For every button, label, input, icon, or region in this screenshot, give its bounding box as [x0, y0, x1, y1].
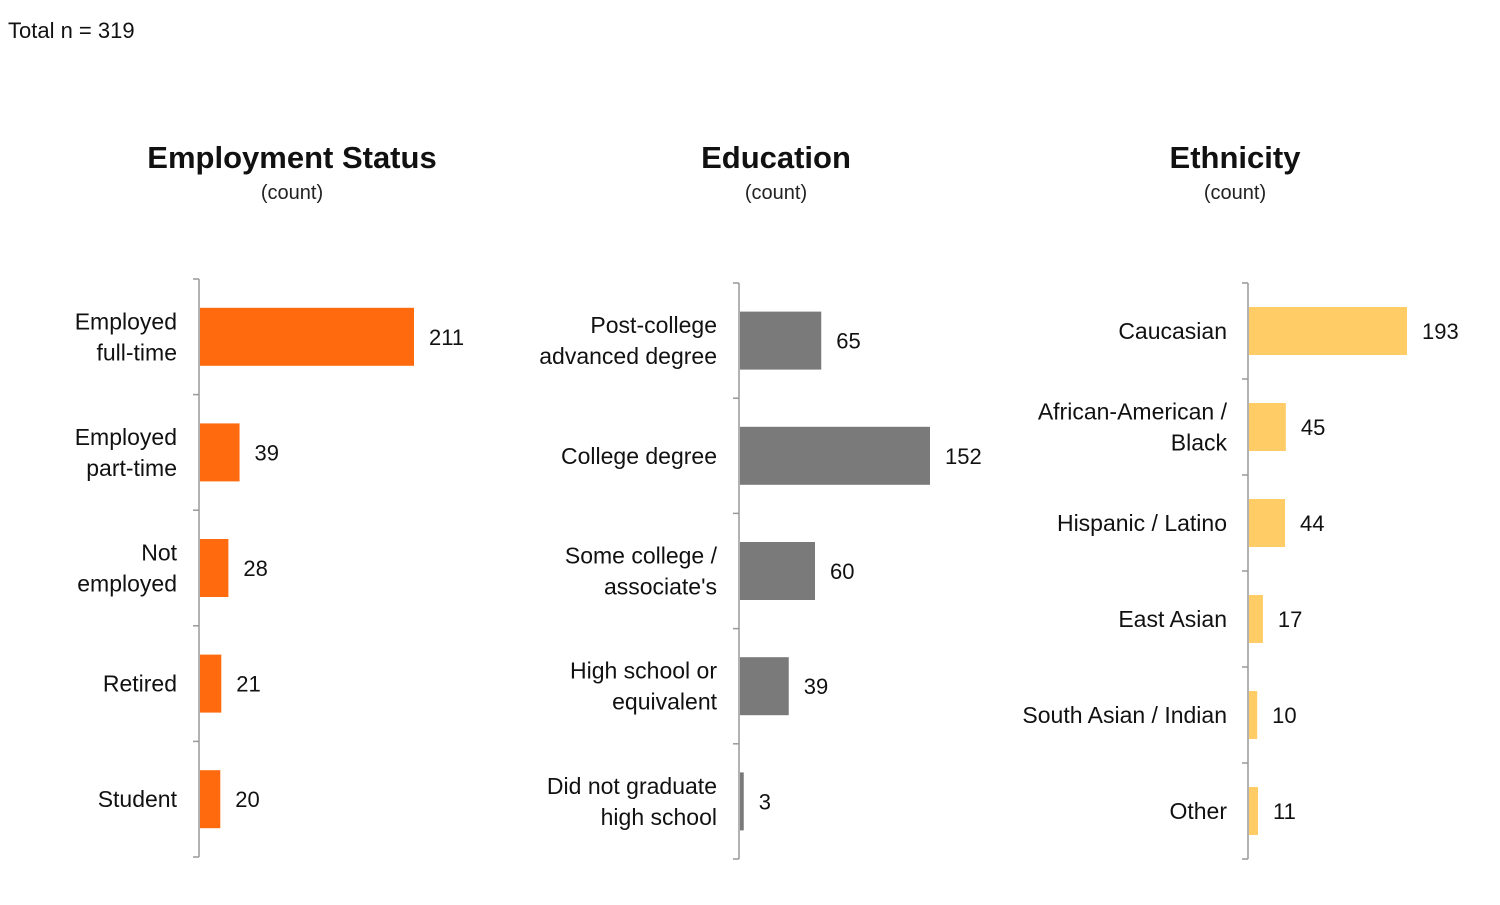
value-label: 152: [945, 444, 982, 469]
value-label: 28: [243, 556, 267, 581]
chart-subtitle: (count): [744, 182, 808, 204]
value-label: 17: [1278, 607, 1302, 632]
category-label: Some college / associate's: [565, 543, 718, 600]
chart-title: Ethnicity: [1169, 140, 1301, 175]
value-label: 3: [759, 789, 771, 814]
bar: [1249, 595, 1263, 643]
chart-title: Education: [701, 140, 851, 175]
bar: [1249, 307, 1407, 355]
bar: [200, 423, 240, 482]
value-label: 21: [236, 672, 260, 697]
total-count-label: Total n = 319: [8, 18, 135, 43]
category-label: Caucasian: [1118, 318, 1227, 344]
category-label: Employed full-time: [75, 308, 177, 365]
bar: [740, 772, 744, 831]
value-label: 39: [804, 674, 828, 699]
bar: [200, 307, 414, 366]
category-label: Not employed: [77, 540, 177, 597]
category-label: East Asian: [1118, 606, 1227, 632]
bar: [1249, 691, 1258, 739]
category-label: Retired: [103, 671, 177, 697]
category-label: College degree: [561, 443, 717, 469]
category-label: Employed part-time: [75, 424, 177, 481]
category-label: Did not graduate high school: [547, 773, 717, 830]
chart-subtitle: (count): [1203, 182, 1267, 204]
value-label: 45: [1301, 415, 1325, 440]
category-label: Other: [1169, 798, 1227, 824]
bar: [740, 311, 822, 370]
category-label: Hispanic / Latino: [1057, 510, 1227, 536]
bar: [200, 770, 221, 829]
bar: [1249, 787, 1259, 835]
chart-subtitle: (count): [260, 182, 324, 204]
category-label: South Asian / Indian: [1022, 702, 1227, 728]
value-label: 193: [1422, 319, 1459, 344]
bar: [1249, 403, 1286, 451]
value-label: 10: [1272, 703, 1296, 728]
category-label: Post-college advanced degree: [539, 312, 717, 369]
category-label: High school or equivalent: [570, 658, 718, 715]
value-label: 60: [830, 559, 854, 584]
value-label: 11: [1273, 799, 1296, 824]
bar: [200, 654, 222, 713]
value-label: 20: [235, 787, 259, 812]
bar: [740, 542, 815, 600]
bar: [740, 657, 789, 716]
value-label: 211: [429, 325, 464, 350]
value-label: 65: [836, 329, 860, 354]
category-label: African-American / Black: [1038, 399, 1228, 456]
value-label: 39: [255, 440, 279, 465]
category-label: Student: [98, 786, 178, 812]
bar: [740, 426, 930, 485]
bar: [200, 539, 229, 597]
chart-title: Employment Status: [147, 140, 437, 175]
value-label: 44: [1300, 511, 1324, 536]
bar: [1249, 499, 1286, 547]
